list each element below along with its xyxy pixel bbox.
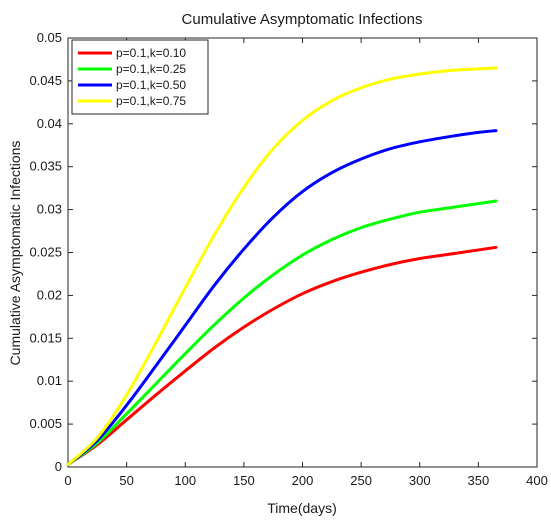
x-tick-label: 250 bbox=[350, 473, 372, 488]
y-tick-label: 0.02 bbox=[37, 287, 62, 302]
y-axis-label: Cumulative Asymptomatic Infections bbox=[7, 141, 23, 366]
x-tick-label: 100 bbox=[174, 473, 196, 488]
x-tick-label: 350 bbox=[468, 473, 490, 488]
legend-label-4: p=0.1,k=0.75 bbox=[116, 94, 186, 108]
series-line-2 bbox=[66, 199, 498, 466]
y-tick-label: 0.035 bbox=[29, 159, 62, 174]
x-axis-label: Time(days) bbox=[267, 500, 337, 516]
y-tick-label: 0.015 bbox=[29, 330, 62, 345]
series-group bbox=[66, 66, 498, 466]
series-line-4 bbox=[66, 66, 498, 466]
y-tick-label: 0.03 bbox=[37, 202, 62, 217]
x-tick-label: 400 bbox=[526, 473, 548, 488]
y-axis: 0 0.005 0.01 0.015 0.02 0.025 0.03 0.035 0.04 0.0… bbox=[29, 30, 537, 474]
y-tick-label: 0.025 bbox=[29, 245, 62, 260]
legend: p=0.1,k=0.10 p=0.1,k=0.25 p=0.1,k=0.50 p=0.… bbox=[71, 39, 209, 115]
legend-label-2: p=0.1,k=0.25 bbox=[116, 62, 186, 76]
x-tick-label: 200 bbox=[292, 473, 314, 488]
y-tick-label: 0.05 bbox=[37, 30, 62, 45]
x-tick-label: 300 bbox=[409, 473, 431, 488]
x-tick-label: 150 bbox=[233, 473, 255, 488]
series-line-1 bbox=[66, 245, 498, 466]
x-tick-label: 0 bbox=[64, 473, 71, 488]
x-axis: 0 50 100 150 200 250 300 350 400 bbox=[64, 38, 548, 488]
legend-label-3: p=0.1,k=0.50 bbox=[116, 78, 186, 92]
y-tick-label: 0.045 bbox=[29, 73, 62, 88]
y-tick-label: 0.04 bbox=[37, 116, 62, 131]
chart-title: Cumulative Asymptomatic Infections bbox=[182, 11, 423, 28]
legend-label-1: p=0.1,k=0.10 bbox=[116, 46, 186, 60]
y-tick-label: 0.005 bbox=[29, 416, 62, 431]
y-tick-label: 0 bbox=[55, 459, 62, 474]
series-line-3 bbox=[66, 129, 498, 466]
x-tick-label: 50 bbox=[119, 473, 133, 488]
y-tick-label: 0.01 bbox=[37, 373, 62, 388]
